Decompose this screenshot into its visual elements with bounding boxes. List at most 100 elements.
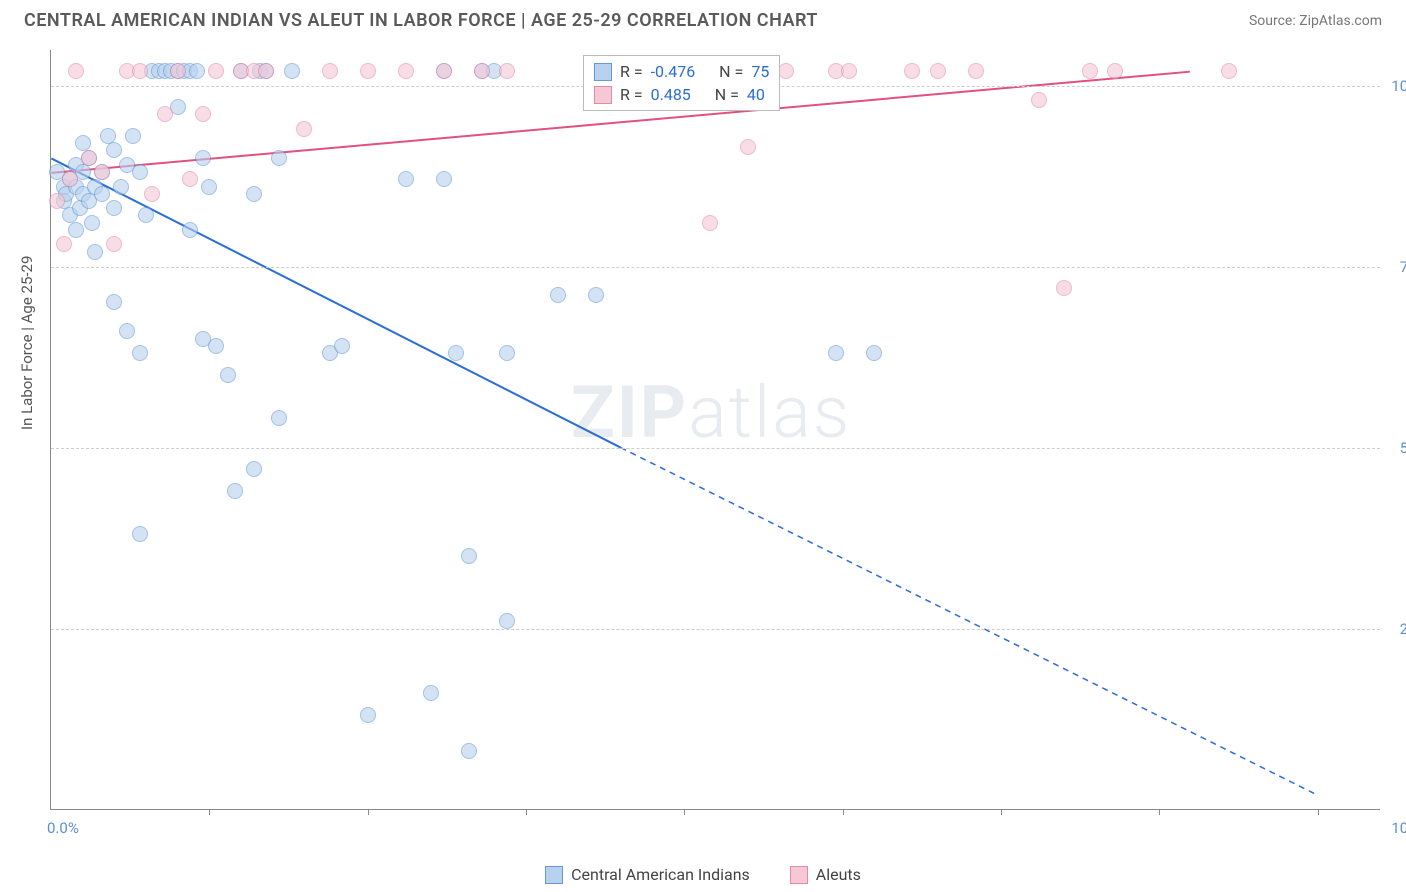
x-tick [209,809,210,815]
data-point [68,63,84,79]
data-point [87,244,103,260]
data-point [170,63,186,79]
data-point [132,345,148,361]
watermark: ZIPatlas [571,370,851,455]
data-point [499,345,515,361]
data-point [138,207,154,223]
data-point [132,164,148,180]
data-point [398,63,414,79]
data-point [56,236,72,252]
trend-line [51,158,620,447]
data-point [740,139,756,155]
data-point [246,186,262,202]
data-point [182,222,198,238]
data-point [702,215,718,231]
data-point [220,367,236,383]
legend-swatch [594,63,612,81]
data-point [68,222,84,238]
data-point [227,483,243,499]
x-tick [526,809,527,815]
data-point [157,106,173,122]
legend-swatch [594,86,612,104]
x-tick [368,809,369,815]
legend-label: Aleuts [816,865,861,884]
x-tick [1159,809,1160,815]
data-point [550,287,566,303]
data-point [930,63,946,79]
data-point [208,63,224,79]
data-point [436,63,452,79]
data-point [62,171,78,187]
x-tick [1318,809,1319,815]
data-point [94,164,110,180]
data-point [132,63,148,79]
x-tick-label: 100.0% [1391,819,1406,837]
data-point [1221,63,1237,79]
data-point [106,236,122,252]
data-point [474,63,490,79]
data-point [1107,63,1123,79]
stats-row: R =0.485 N =40 [594,83,769,106]
data-point [208,338,224,354]
data-point [296,121,312,137]
data-point [841,63,857,79]
data-point [201,179,217,195]
data-point [195,106,211,122]
trend-line-extrapolation [621,448,1317,795]
data-point [246,461,262,477]
data-point [448,345,464,361]
data-point [132,526,148,542]
data-point [106,142,122,158]
data-point [461,743,477,759]
y-tick-label: 25.0% [1385,620,1406,638]
data-point [182,171,198,187]
x-tick [684,809,685,815]
data-point [119,323,135,339]
data-point [1056,280,1072,296]
data-point [322,63,338,79]
data-point [106,200,122,216]
data-point [334,338,350,354]
data-point [461,548,477,564]
data-point [866,345,882,361]
data-point [360,707,376,723]
data-point [106,294,122,310]
data-point [195,150,211,166]
gridline-h [51,448,1380,449]
legend-item: Aleuts [790,865,861,884]
source-label: Source: ZipAtlas.com [1249,13,1382,29]
data-point [1031,92,1047,108]
data-point [588,287,604,303]
y-tick-label: 75.0% [1385,258,1406,276]
data-point [113,179,129,195]
x-tick-label: 0.0% [47,819,79,837]
data-point [84,215,100,231]
y-axis-label: In Labor Force | Age 25-29 [18,256,36,430]
data-point [499,63,515,79]
data-point [284,63,300,79]
x-tick [1001,809,1002,815]
data-point [94,186,110,202]
data-point [968,63,984,79]
legend-swatch [545,866,563,884]
data-point [499,613,515,629]
data-point [189,63,205,79]
data-point [828,345,844,361]
data-point [1082,63,1098,79]
data-point [81,150,97,166]
legend-swatch [790,866,808,884]
stats-row: R =-0.476 N =75 [594,60,769,83]
y-tick-label: 100.0% [1385,77,1406,95]
data-point [125,128,141,144]
data-point [271,410,287,426]
data-point [436,171,452,187]
chart-title: CENTRAL AMERICAN INDIAN VS ALEUT IN LABO… [24,10,818,31]
data-point [904,63,920,79]
gridline-h [51,629,1380,630]
gridline-h [51,267,1380,268]
bottom-legend: Central American Indians Aleuts [0,865,1406,884]
legend-item: Central American Indians [545,865,750,884]
chart-plot-area: ZIPatlas 25.0%50.0%75.0%100.0%0.0%100.0%… [50,50,1380,810]
data-point [49,193,65,209]
correlation-stats-box: R =-0.476 N =75R =0.485 N =40 [583,55,780,111]
